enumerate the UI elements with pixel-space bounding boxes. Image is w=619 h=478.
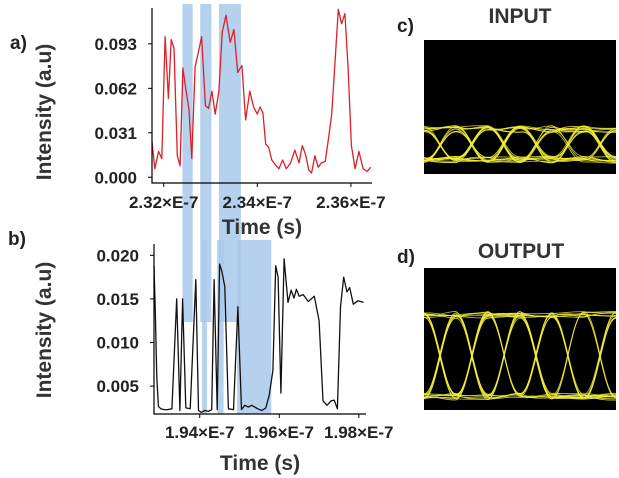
- panel-c-letter: c): [397, 16, 414, 37]
- panel-c-eye-background: [424, 40, 616, 174]
- panel-a-x-ticks: 2.32×E-7 2.34×E-7 2.36×E-7: [129, 183, 386, 212]
- panel-b-y-tick-label: 0.015: [96, 290, 139, 309]
- panel-a-y-tick-label: 0.093: [94, 35, 137, 54]
- panel-c-eye-trace: [423, 125, 617, 164]
- panel-d-title: OUTPUT: [478, 240, 565, 263]
- panel-c-title: INPUT: [489, 5, 552, 28]
- panel-d-eye-background: [424, 268, 616, 410]
- panel-b-highlight-bands: [202, 240, 272, 414]
- panel-c-eye-trace: [423, 125, 617, 162]
- panel-d-output-eye-diagram: d) OUTPUT: [397, 240, 617, 410]
- panel-a-y-tick-label: 0.031: [94, 124, 137, 143]
- panel-c-input-eye-diagram: c) INPUT: [397, 5, 617, 174]
- panel-d-eye-trace: [423, 313, 617, 400]
- panel-d-eye-trace: [423, 312, 617, 400]
- panel-a-y-tick-label: 0.000: [94, 168, 137, 187]
- panel-c-eye-trace: [423, 125, 617, 163]
- panel-c-eye-traces: [423, 125, 617, 164]
- panel-b-signal-line: [153, 258, 364, 413]
- panel-a-y-ticks: 0.000 0.031 0.062 0.093: [94, 35, 152, 187]
- panel-c-eye-trace: [423, 126, 617, 162]
- panel-d-eye-trace: [423, 312, 617, 395]
- panel-b-black-line-chart: b) 0.005 0.010 0.015 0.020 1.94×E-7 1.96×E-7…: [8, 229, 394, 475]
- panel-b-x-axis-title: Time (s): [220, 452, 300, 475]
- panel-d-eye-trace: [423, 316, 617, 399]
- panel-b-y-ticks: 0.005 0.010 0.015 0.020: [96, 246, 154, 396]
- panel-c-eye-trace: [423, 126, 617, 163]
- panel-a-red-line-chart: a) 0.000 0.031 0.062 0.093 2.32×E-7 2.34×E-7…: [10, 4, 386, 322]
- panel-a-x-tick-label: 2.32×E-7: [129, 193, 198, 212]
- panel-b-axes: [153, 244, 366, 415]
- panel-a-highlight-bands: [182, 4, 241, 322]
- panel-c-eye-trace: [423, 127, 617, 164]
- panel-c-eye-trace: [423, 126, 617, 163]
- panel-b-highlight-band-3: [237, 240, 272, 414]
- panel-a-y-axis-title: Intensity (a.u): [33, 44, 56, 181]
- panel-a-highlight-band-3: [218, 4, 241, 322]
- panel-b-x-ticks: 1.94×E-7 1.96×E-7 1.98×E-7: [165, 414, 394, 442]
- panel-b-y-tick-label: 0.005: [96, 377, 139, 396]
- panel-a-highlight-band-2: [200, 4, 212, 322]
- panel-d-letter: d): [397, 247, 415, 268]
- panel-d-eye-trace: [423, 312, 617, 400]
- panel-d-eye-trace: [423, 311, 617, 399]
- panel-a-letter: a): [10, 33, 27, 54]
- panel-b-y-tick-label: 0.020: [96, 246, 139, 265]
- panel-b-highlight-band-2: [217, 240, 224, 414]
- panel-a-y-tick-label: 0.062: [94, 79, 137, 98]
- panel-a-x-axis-title: Time (s): [222, 216, 302, 239]
- panel-a-x-tick-label: 2.36×E-7: [316, 193, 385, 212]
- panel-b-letter: b): [8, 229, 26, 250]
- panel-b-x-tick-label: 1.94×E-7: [165, 423, 234, 442]
- panel-b-x-tick-label: 1.98×E-7: [324, 423, 393, 442]
- panel-a-signal-line: [151, 8, 372, 174]
- panel-b-y-tick-label: 0.010: [96, 334, 139, 353]
- panel-a-axes: [151, 8, 372, 184]
- panel-a-highlight-band-1: [182, 4, 193, 322]
- panel-b-highlight-band-1: [202, 240, 207, 414]
- panel-d-eye-traces: [423, 311, 617, 401]
- panel-a-x-tick-label: 2.34×E-7: [223, 193, 292, 212]
- panel-b-y-axis-title: Intensity (a.u): [33, 262, 56, 399]
- panel-b-x-tick-label: 1.96×E-7: [245, 423, 314, 442]
